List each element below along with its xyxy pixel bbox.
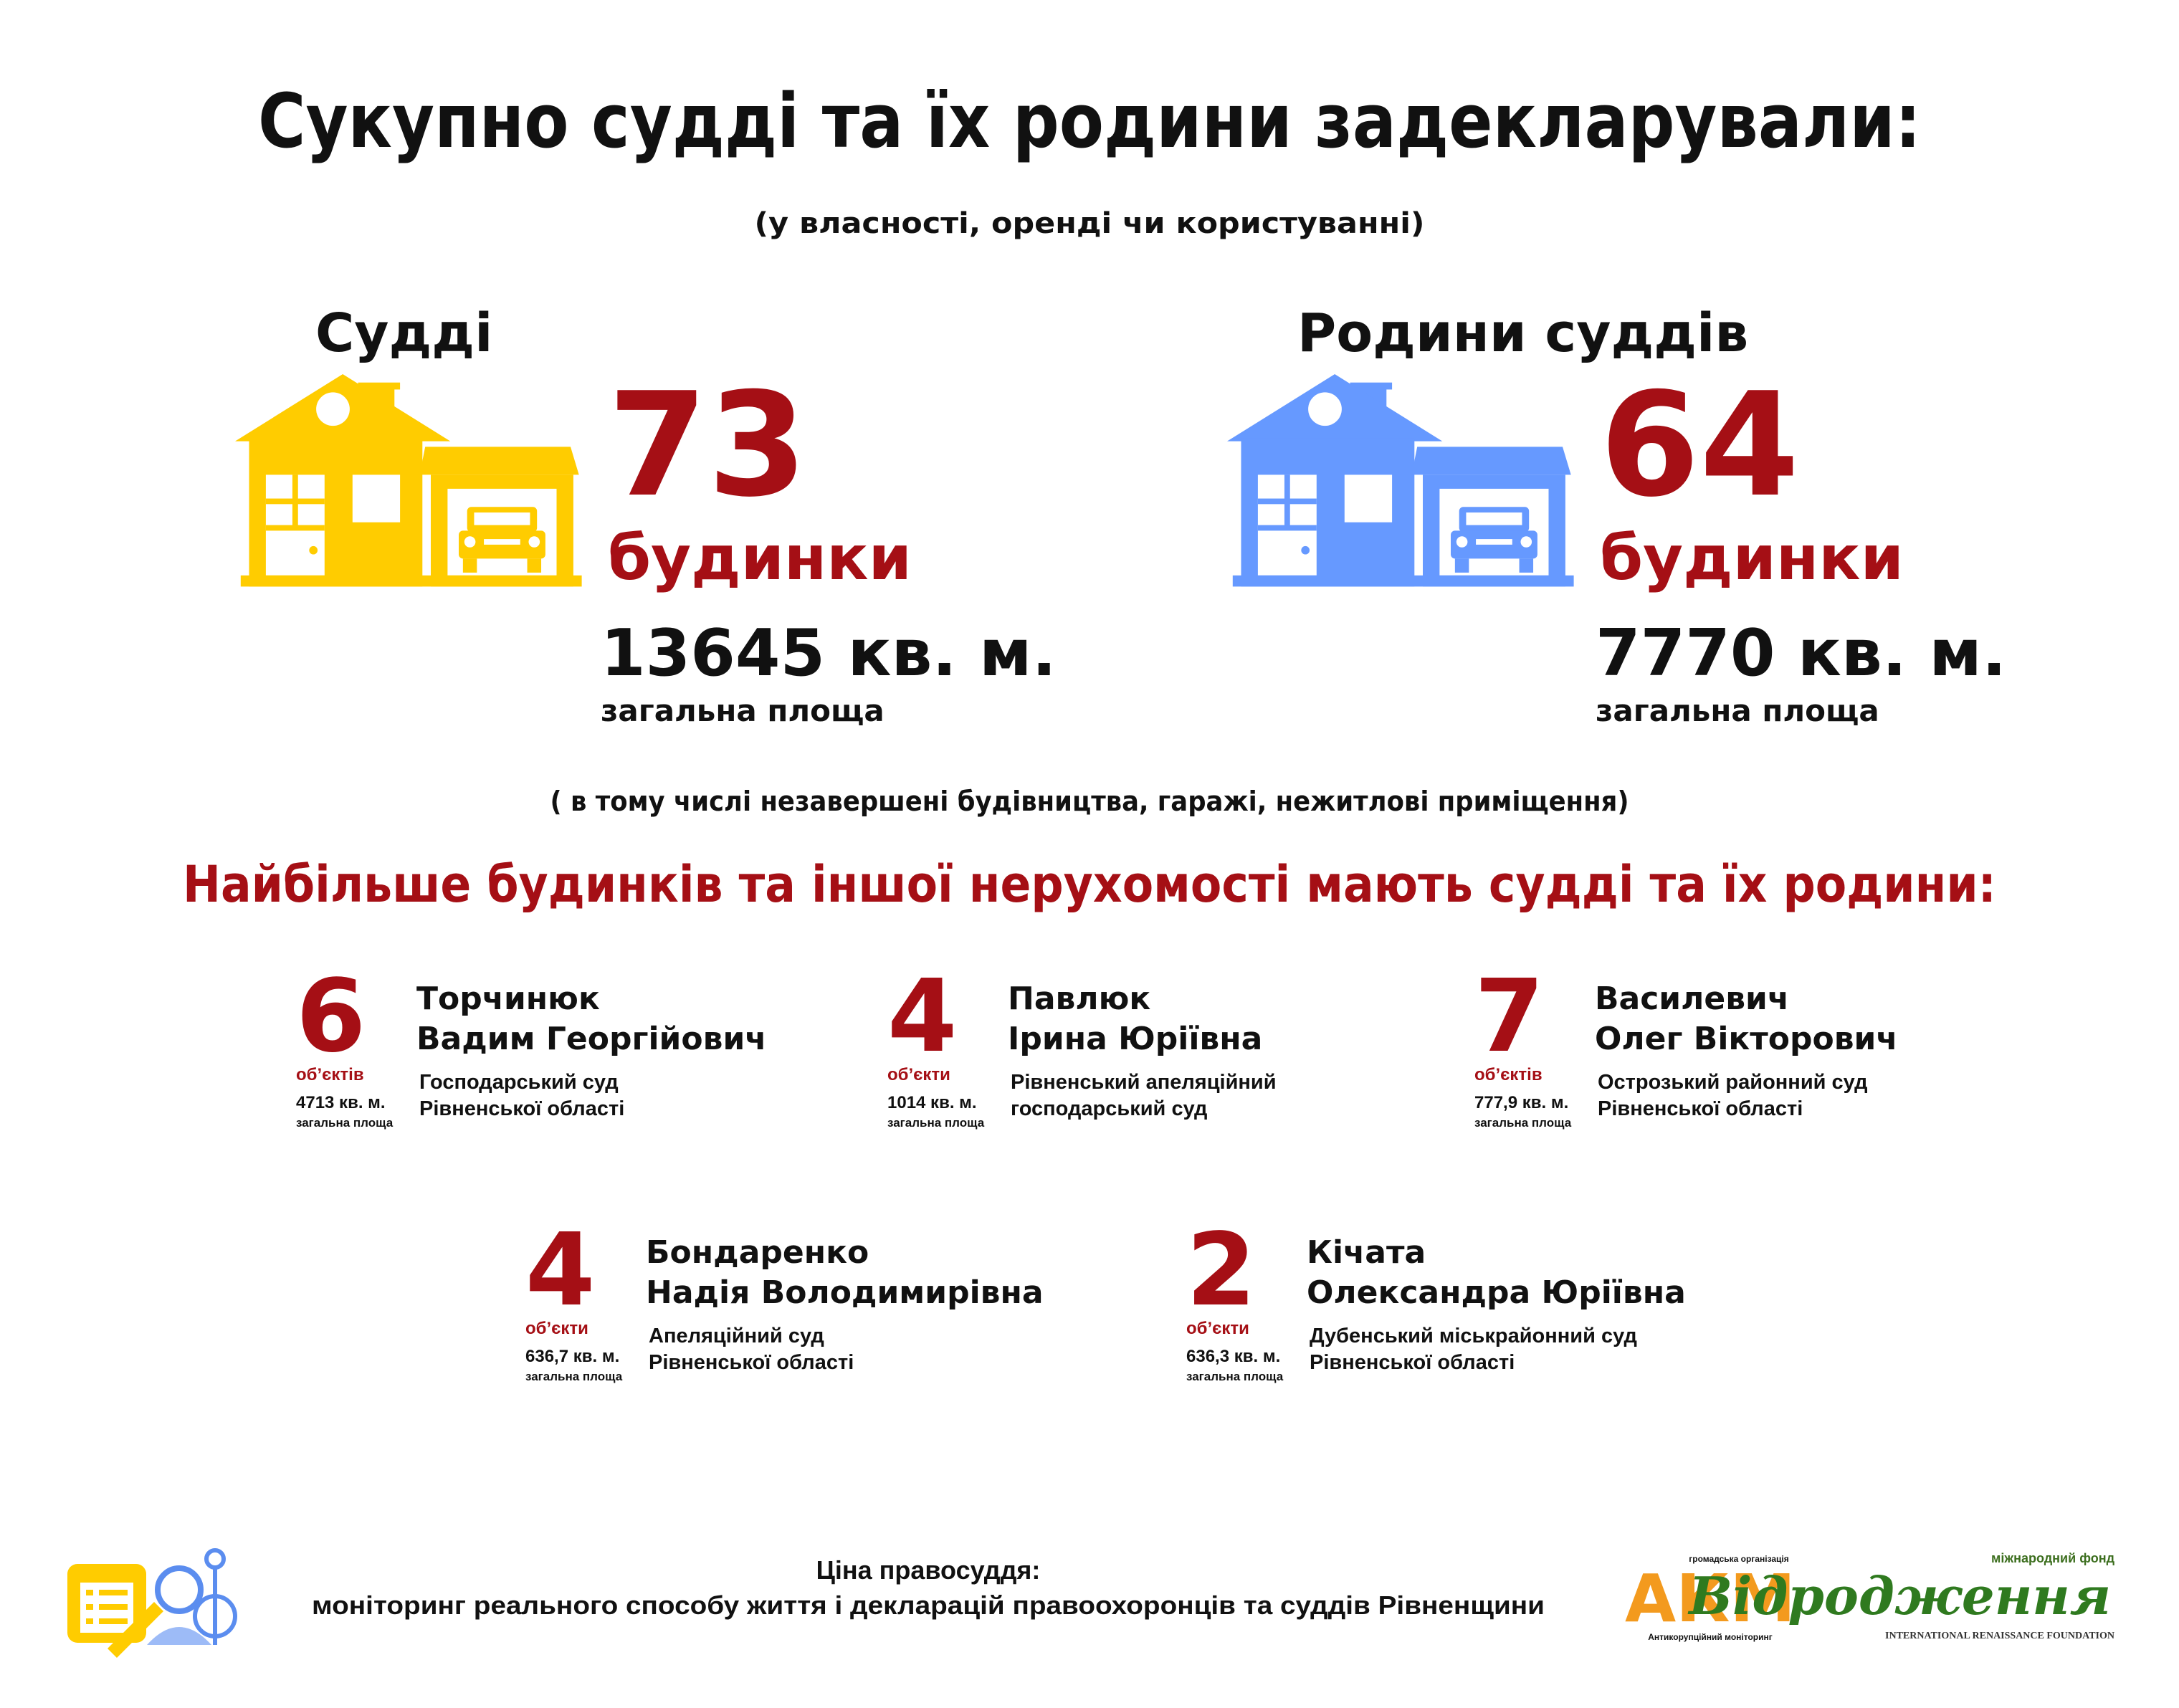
fund-caption: міжнародний фонд xyxy=(1991,1551,2115,1565)
section-title: Найбільше будинків та іншої нерухомості … xyxy=(183,855,1996,914)
judge-card: 2об’єкти 636,3 кв. м. загальна площа Кічата… xyxy=(1186,1212,1686,1383)
judge-name: Павлюк xyxy=(1008,981,1150,1017)
note: ( в тому числі незавершені будівництва, … xyxy=(550,786,1629,817)
object-count-label: об’єктів xyxy=(1474,1065,1543,1084)
title: Сукупно судді та їх родини задекларували… xyxy=(258,77,1921,165)
judge-name: Олег Вікторович xyxy=(1595,1021,1898,1057)
judge-card: 7об’єктів 777,9 кв. м. загальна площа Васил… xyxy=(1474,958,1898,1130)
judge-area-label: загальна площа xyxy=(525,1370,623,1383)
judge-name: Василевич xyxy=(1595,981,1789,1017)
object-count-label: об’єктів xyxy=(296,1065,364,1084)
judge-area-label: загальна площа xyxy=(296,1116,394,1130)
court: Дубенський міськрайонний суд xyxy=(1310,1325,1637,1347)
fund-subcaption: INTERNATIONAL RENAISSANCE FOUNDATION xyxy=(1885,1631,2114,1641)
court: Острозький районний суд xyxy=(1598,1071,1867,1094)
judge-card: 4об’єкти 1014 кв. м. загальна площа Павлюк І… xyxy=(887,958,1277,1130)
judge-area: 636,7 кв. м. xyxy=(525,1347,619,1366)
object-count: 7 xyxy=(1474,958,1544,1075)
judge-name: Торчинюк xyxy=(416,981,600,1017)
court: господарський суд xyxy=(1011,1097,1207,1120)
judge-name: Бондаренко xyxy=(646,1234,869,1271)
judge-name: Олександра Юріївна xyxy=(1307,1274,1686,1311)
object-count: 4 xyxy=(887,958,957,1075)
area: 13645 кв. м. xyxy=(601,616,1057,691)
judge-name: Вадим Георгійович xyxy=(416,1021,767,1057)
object-count-label: об’єкти xyxy=(887,1065,950,1084)
akm-subcaption: Антикорупційний моніторинг xyxy=(1648,1632,1773,1642)
house-unit: будинки xyxy=(608,523,912,594)
house-icon xyxy=(1227,374,1574,587)
court: Апеляційний суд xyxy=(649,1325,824,1347)
footer-subtitle: моніторинг реального способу життя і дек… xyxy=(312,1590,1545,1620)
court: Рівненської області xyxy=(1310,1351,1515,1374)
object-count-label: об’єкти xyxy=(1186,1319,1249,1338)
house-count: 73 xyxy=(608,362,807,529)
house-count: 64 xyxy=(1600,362,1799,529)
area-label: загальна площа xyxy=(601,693,885,728)
group-label: Судді xyxy=(315,302,492,364)
court: Рівненської області xyxy=(1598,1097,1803,1120)
judge-area-label: загальна площа xyxy=(1474,1116,1572,1130)
group-label: Родини суддів xyxy=(1297,302,1748,364)
object-count: 4 xyxy=(525,1212,595,1329)
object-count: 6 xyxy=(296,958,366,1075)
object-count: 2 xyxy=(1186,1212,1256,1329)
akm-caption: громадська організація xyxy=(1689,1554,1789,1564)
judge-card: 6об’єктів 4713 кв. м. загальна площа Торчин… xyxy=(296,958,767,1130)
judge-area: 1014 кв. м. xyxy=(887,1093,977,1112)
subtitle: (у власності, оренді чи користуванні) xyxy=(755,207,1425,240)
akm-logo: АКМ xyxy=(1625,1560,1796,1637)
court: Рівненської області xyxy=(649,1351,854,1374)
judge-area: 4713 кв. м. xyxy=(296,1093,386,1112)
judge-name: Кічата xyxy=(1307,1234,1426,1271)
judge-area-label: загальна площа xyxy=(1186,1370,1284,1383)
footer-title: Ціна правосуддя: xyxy=(816,1555,1041,1585)
object-count-label: об’єкти xyxy=(525,1319,588,1338)
judge-area: 777,9 кв. м. xyxy=(1474,1093,1568,1112)
judge-card: 4об’єкти 636,7 кв. м. загальна площа Бондар… xyxy=(525,1212,1044,1383)
court: Рівненської області xyxy=(419,1097,624,1120)
judge-name: Надія Володимирівна xyxy=(646,1274,1044,1311)
area-label: загальна площа xyxy=(1596,693,1879,728)
judge-area-label: загальна площа xyxy=(887,1116,985,1130)
fund-logo: Відродження xyxy=(1687,1565,2111,1626)
court: Рівненський апеляційний xyxy=(1011,1071,1277,1094)
house-icon xyxy=(235,374,582,587)
house-unit: будинки xyxy=(1600,523,1904,594)
judge-name: Ірина Юріївна xyxy=(1008,1021,1262,1057)
project-icon xyxy=(67,1548,237,1658)
court: Господарський суд xyxy=(419,1071,619,1094)
area: 7770 кв. м. xyxy=(1596,616,2006,691)
judge-area: 636,3 кв. м. xyxy=(1186,1347,1280,1366)
